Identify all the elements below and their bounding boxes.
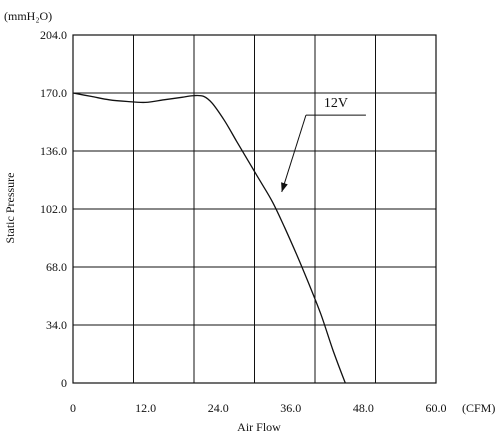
x-tick-label: 60.0 bbox=[426, 401, 447, 415]
x-tick-label: 12.0 bbox=[135, 401, 156, 415]
series-line-12V bbox=[72, 92, 346, 384]
x-tick-label: 24.0 bbox=[208, 401, 229, 415]
x-tick-label: 0 bbox=[70, 401, 76, 415]
x-axis-title: Air Flow bbox=[237, 420, 281, 434]
annotations: 12V bbox=[281, 96, 366, 193]
y-tick-label: 0 bbox=[61, 376, 67, 390]
annotation-arrowhead bbox=[281, 182, 288, 192]
y-tick-label: 170.0 bbox=[40, 86, 67, 100]
grid bbox=[72, 34, 437, 384]
y-tick-label: 68.0 bbox=[46, 260, 67, 274]
y-tick-label: 204.0 bbox=[40, 28, 67, 42]
y-unit-label: (mmH₂O) bbox=[4, 9, 52, 23]
plot-frame bbox=[72, 34, 437, 384]
tick-labels: 0 34.0 68.0 102.0 136.0 170.0 204.0 0 12.0 24.0 36… bbox=[40, 28, 447, 415]
x-tick-label: 48.0 bbox=[353, 401, 374, 415]
y-tick-label: 102.0 bbox=[40, 202, 67, 216]
annotation-leader bbox=[281, 115, 307, 193]
y-tick-label: 34.0 bbox=[46, 318, 67, 332]
x-tick-label: 36.0 bbox=[280, 401, 301, 415]
series-layer bbox=[72, 92, 346, 384]
y-tick-label: 136.0 bbox=[40, 144, 67, 158]
y-axis-title: Static Pressure bbox=[3, 173, 17, 244]
x-unit-label: (CFM) bbox=[462, 401, 495, 415]
series-annotation-label: 12V bbox=[324, 96, 348, 111]
